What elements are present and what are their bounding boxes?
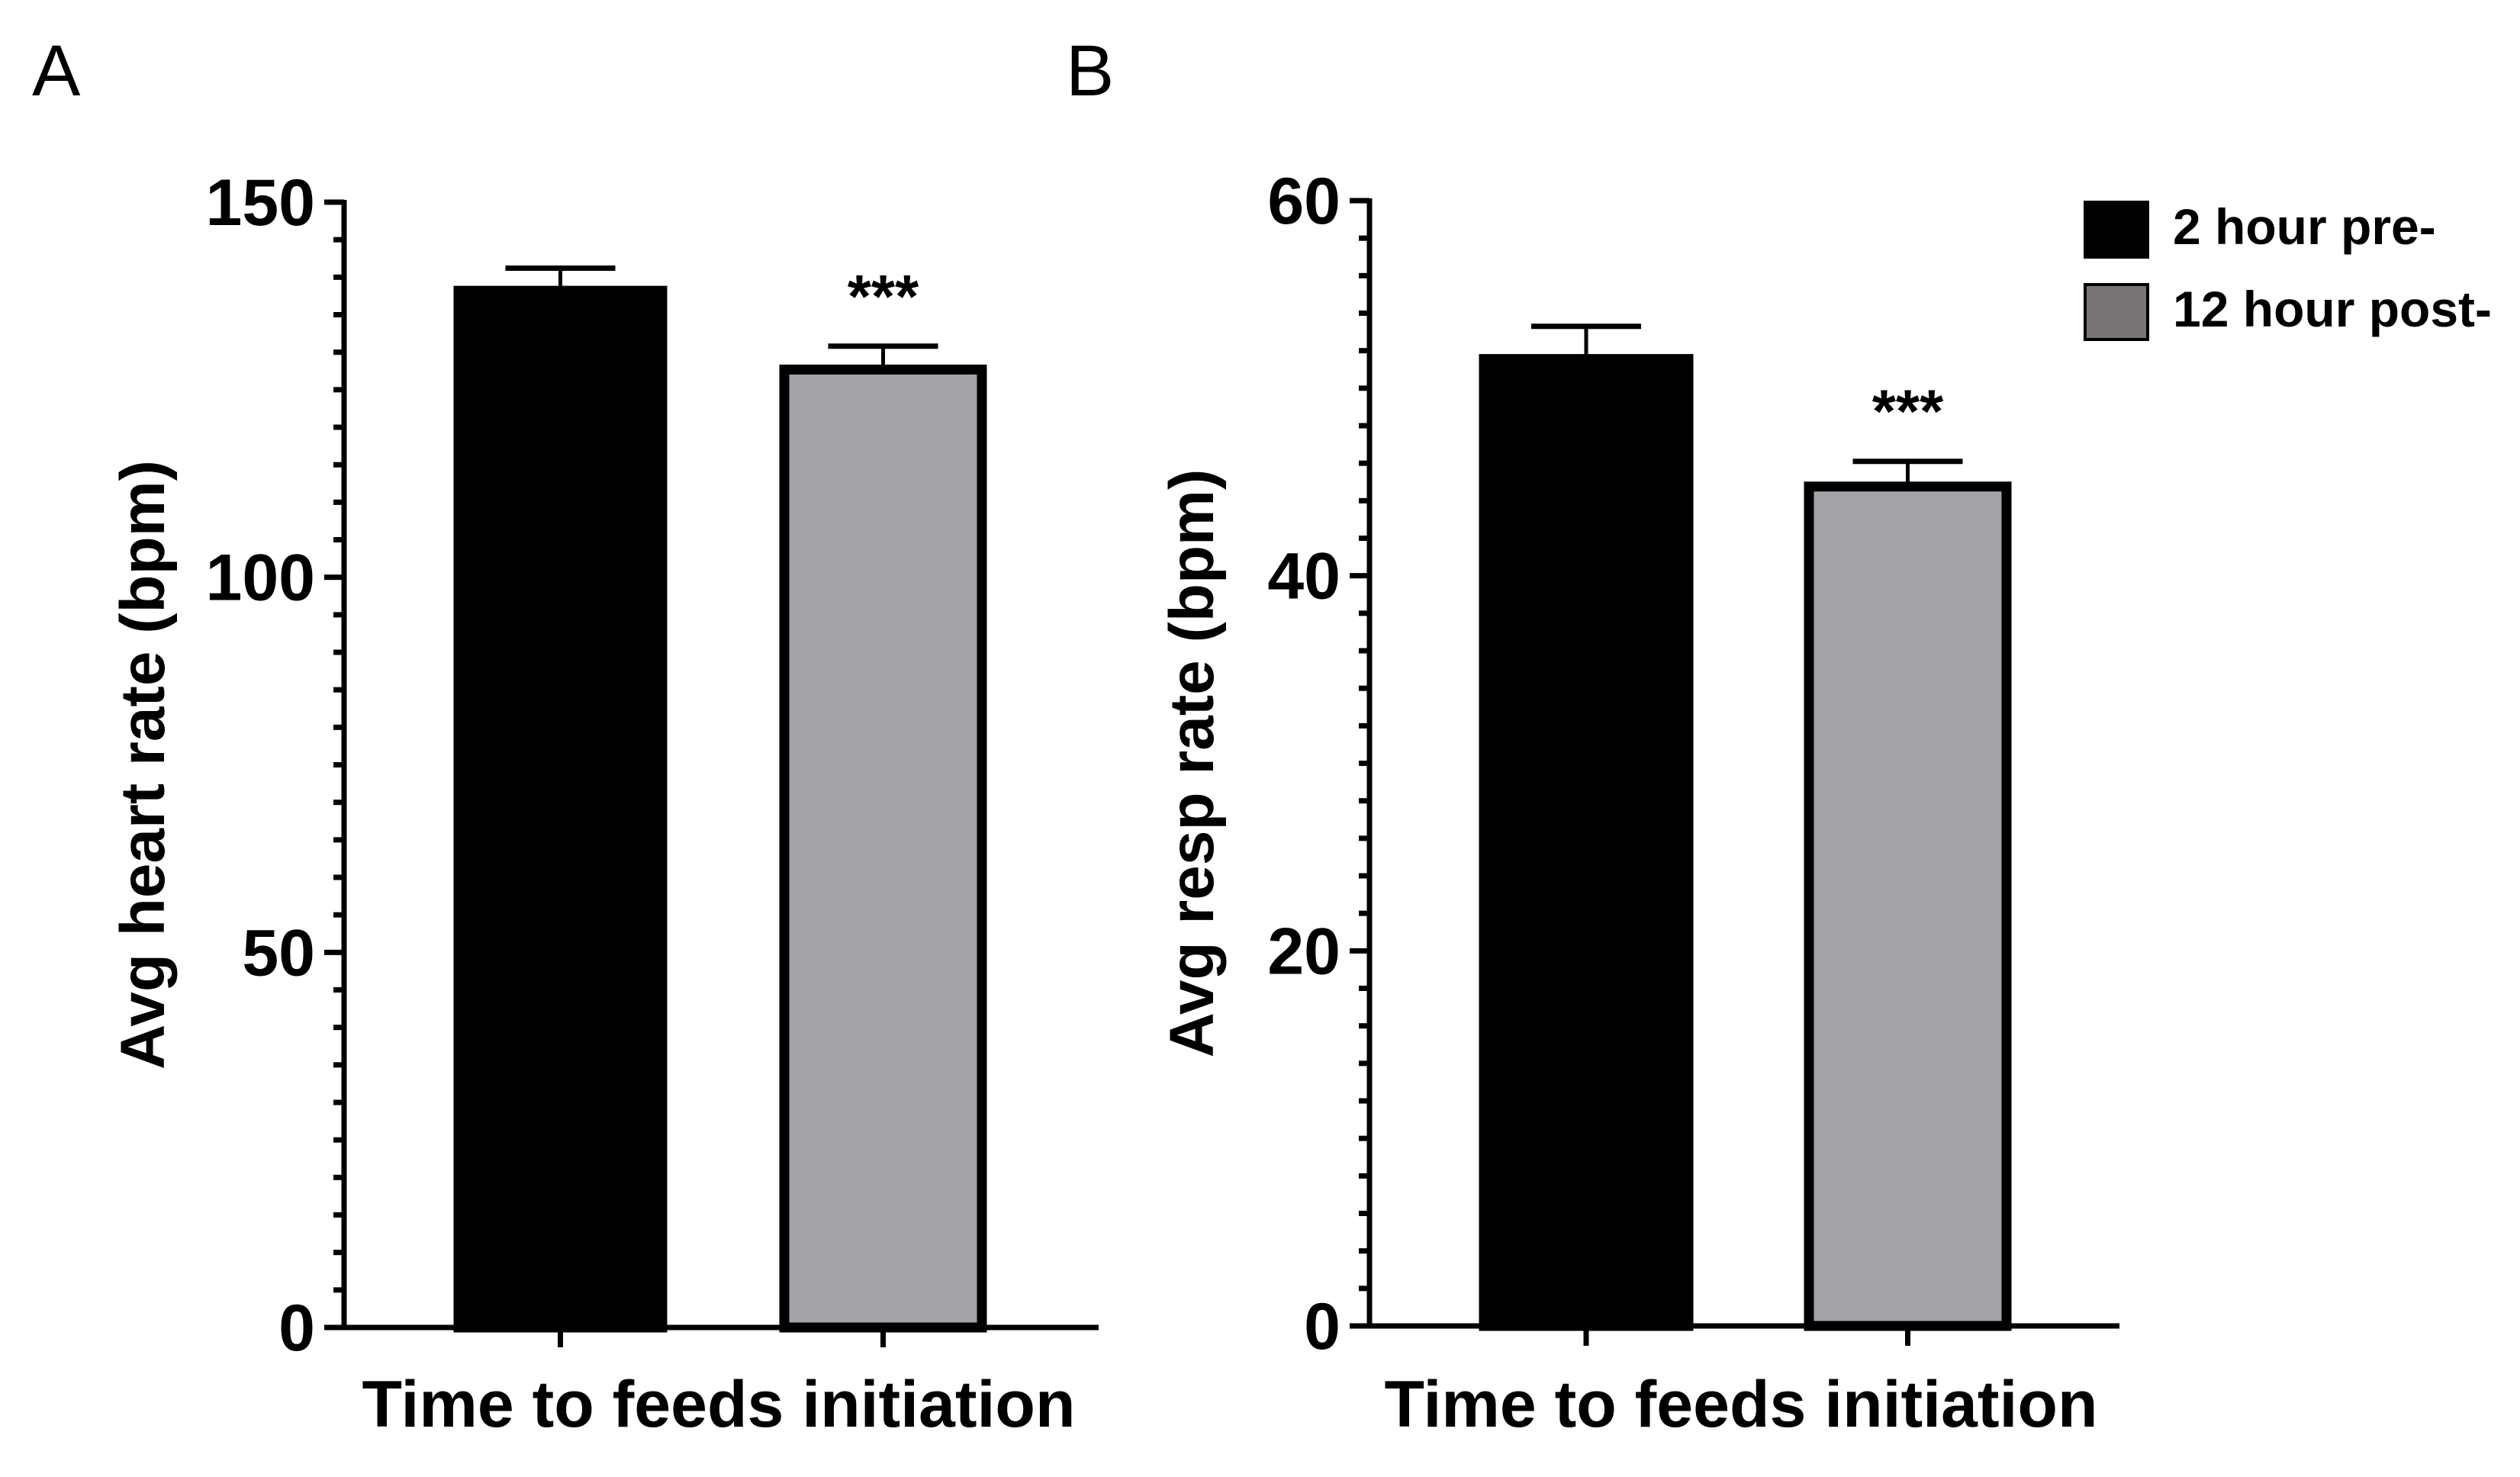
legend-swatch: [2084, 201, 2149, 259]
y-tick-label: 60: [1267, 165, 1340, 238]
legend-label: 12 hour post-: [2173, 281, 2492, 337]
panel-A: A 0 50 100 150 Avg heart rate (bpm) Time to fe…: [32, 31, 1099, 1441]
panel-label: A: [32, 31, 81, 111]
y-tick-label: 20: [1267, 915, 1340, 988]
bar-pre: [453, 285, 668, 1333]
legend: 2 hour pre- 12 hour post-: [2084, 198, 2492, 341]
panel-label: B: [1066, 31, 1114, 111]
y-tick-label: 100: [206, 542, 316, 615]
y-tick-label: 150: [206, 166, 316, 240]
y-tick-label: 50: [242, 916, 315, 989]
bar-post: [1804, 481, 2012, 1331]
y-axis-label: Avg resp rate (bpm): [1157, 469, 1227, 1058]
legend-label: 2 hour pre-: [2173, 198, 2436, 255]
y-tick-label: 0: [278, 1292, 315, 1365]
legend-swatch: [2084, 283, 2149, 341]
x-axis-label: Time to feeds initiation: [1385, 1368, 2098, 1441]
x-axis-label: Time to feeds initiation: [362, 1368, 1076, 1441]
bar-post: [779, 364, 987, 1333]
significance-marker: ***: [1872, 378, 1944, 446]
y-tick-label: 40: [1267, 540, 1340, 613]
panel-B: B 0 20 40 60 Avg resp rate (bpm) Time to feeds…: [1066, 31, 2119, 1441]
significance-marker: ***: [848, 262, 919, 330]
bar-pre: [1479, 354, 1694, 1331]
y-tick-label: 0: [1304, 1290, 1340, 1363]
y-axis-label: Avg heart rate (bpm): [108, 460, 178, 1070]
